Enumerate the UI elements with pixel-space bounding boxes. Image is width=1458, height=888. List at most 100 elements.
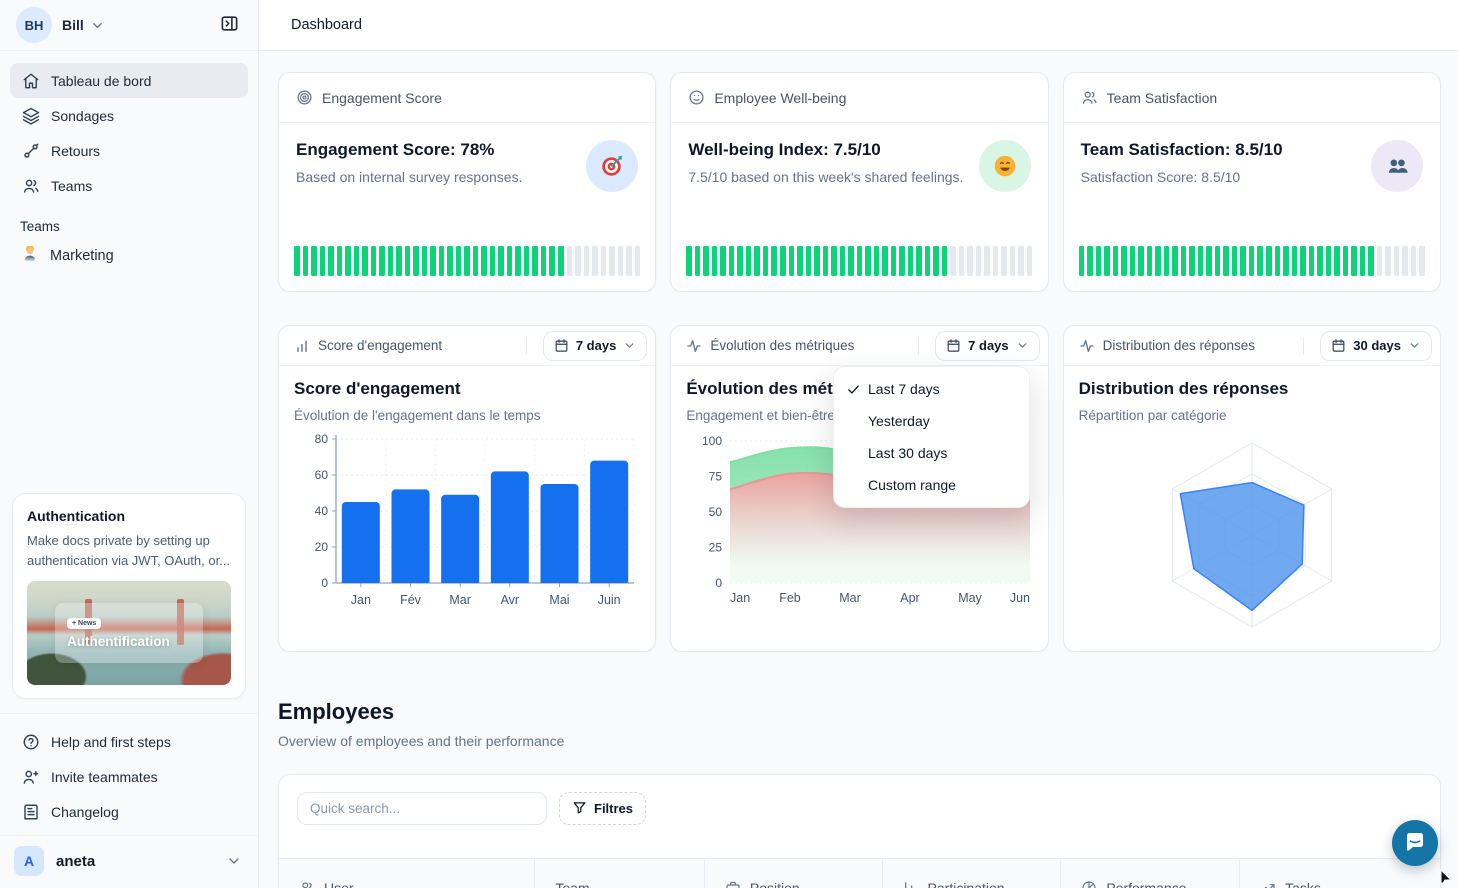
home-icon — [22, 72, 40, 90]
help-circle-icon — [22, 733, 40, 751]
chart-column-icon — [903, 880, 919, 888]
users-icon — [299, 880, 315, 888]
svg-text:25: 25 — [709, 541, 723, 555]
mouse-cursor — [1440, 866, 1456, 888]
card-header: Distribution des réponses 30 days — [1063, 326, 1440, 366]
column-header-participation[interactable]: Participation — [881, 859, 1061, 888]
menu-item-last-7-days[interactable]: Last 7 days — [834, 373, 1029, 405]
bar-chart-icon — [294, 338, 310, 354]
menu-item-label: Custom range — [868, 477, 956, 493]
avatar: BH — [16, 7, 52, 43]
column-header-performance[interactable]: Performance — [1060, 859, 1239, 888]
menu-item-last-30-days[interactable]: Last 30 days — [834, 437, 1029, 469]
svg-text:20: 20 — [315, 540, 329, 554]
wellbeing-card: Employee Well-being Well-being Index: 7.… — [670, 72, 1049, 292]
filters-label: Filtres — [594, 801, 634, 816]
sidebar-item-label: Changelog — [51, 803, 119, 820]
column-label: Performance — [1106, 880, 1187, 888]
sidebar-item-help[interactable]: Help and first steps — [10, 724, 248, 759]
svg-text:Jan: Jan — [351, 593, 371, 607]
card-header-label: Score d'engagement — [318, 338, 443, 353]
progress-bar — [294, 246, 641, 276]
sidebar-item-invite[interactable]: Invite teammates — [10, 759, 248, 794]
column-header-user[interactable]: User — [279, 859, 534, 888]
card-body: Team Satisfaction: 8.5/10 Satisfaction S… — [1064, 123, 1440, 192]
stat-subtitle: 7.5/10 based on this week's shared feeli… — [688, 169, 964, 185]
chat-launcher-button[interactable] — [1392, 820, 1438, 866]
card-body: Engagement Score: 78% Based on internal … — [279, 123, 655, 192]
svg-text:75: 75 — [709, 470, 723, 484]
sidebar-item-retours[interactable]: Retours — [10, 133, 248, 168]
filters-button[interactable]: Filtres — [559, 792, 647, 825]
sidebar-item-teams[interactable]: Teams — [10, 168, 248, 203]
distribution-chart-card: Distribution des réponses 30 days — [1062, 325, 1441, 652]
card-body: Score d'engagement Évolution de l'engage… — [279, 366, 655, 611]
newspaper-icon — [22, 803, 40, 821]
date-range-button[interactable]: 7 days — [935, 330, 1040, 361]
employees-table-card: Filtres User Team — [278, 774, 1441, 888]
card-header-label: Employee Well-being — [714, 89, 847, 106]
calendar-icon — [1331, 338, 1346, 353]
column-label: Team — [555, 880, 590, 888]
sidebar-item-label: Teams — [51, 177, 93, 194]
auth-image-title: Authentification — [67, 634, 170, 649]
chevron-down-icon — [226, 853, 242, 869]
table-toolbar: Filtres — [279, 775, 1440, 825]
menu-item-label: Last 30 days — [868, 445, 948, 461]
users-icon — [22, 177, 40, 195]
stat-subtitle: Based on internal survey responses. — [296, 169, 523, 185]
date-range-button[interactable]: 30 days — [1320, 330, 1432, 361]
card-body: Well-being Index: 7.5/10 7.5/10 based on… — [671, 123, 1047, 192]
sidebar-collapse-button[interactable] — [214, 10, 244, 40]
sidebar-item-marketing[interactable]: Marketing — [0, 238, 258, 274]
svg-text:Mai: Mai — [549, 593, 569, 607]
menu-item-label: Last 7 days — [868, 381, 940, 397]
workspace-switcher[interactable]: A aneta — [0, 835, 258, 888]
auth-promo-card[interactable]: Authentication Make docs private by sett… — [12, 493, 246, 699]
menu-item-custom-range[interactable]: Custom range — [834, 469, 1029, 501]
sidebar: BH Bill Tableau de bord — [0, 0, 259, 888]
target-icon — [296, 89, 313, 106]
svg-text:May: May — [959, 591, 983, 605]
pie-chart-icon — [1081, 880, 1097, 888]
content: Engagement Score Engagement Score: 78% B… — [259, 51, 1458, 888]
divider — [1303, 336, 1305, 355]
sidebar-footer: Help and first steps Invite teammates Ch… — [0, 713, 258, 835]
sidebar-header: BH Bill — [0, 0, 258, 51]
card-header: Team Satisfaction — [1063, 73, 1440, 123]
chevron-down-icon[interactable] — [90, 18, 105, 33]
panel-collapse-icon — [220, 14, 239, 36]
employees-section: Employees Overview of employees and thei… — [278, 699, 1441, 749]
column-label: Tasks — [1285, 880, 1321, 888]
calendar-icon — [946, 338, 961, 353]
svg-text:0: 0 — [716, 576, 723, 590]
menu-item-yesterday[interactable]: Yesterday — [834, 405, 1029, 437]
column-label: Position — [749, 880, 800, 888]
card-header-label: Team Satisfaction — [1106, 89, 1218, 106]
target-emoji — [586, 140, 639, 192]
engagement-chart-card: Score d'engagement 7 days — [278, 325, 657, 652]
column-header-team[interactable]: Team — [534, 859, 704, 888]
calendar-icon — [554, 338, 569, 353]
date-range-button[interactable]: 7 days — [542, 330, 648, 361]
sidebar-item-changelog[interactable]: Changelog — [10, 794, 248, 829]
menu-item-label: Yesterday — [868, 413, 930, 429]
svg-text:Apr: Apr — [901, 591, 920, 605]
svg-text:40: 40 — [315, 504, 329, 518]
svg-text:80: 80 — [315, 432, 329, 446]
chevron-down-icon — [623, 339, 636, 352]
news-badge: + News — [67, 618, 102, 629]
employees-subtitle: Overview of employees and their performa… — [278, 733, 565, 749]
user-name: Bill — [62, 17, 84, 33]
user-plus-icon — [22, 768, 40, 786]
svg-text:Juin: Juin — [598, 593, 621, 607]
sidebar-item-sondages[interactable]: Sondages — [10, 98, 248, 133]
column-header-tasks[interactable]: Tasks — [1239, 859, 1440, 888]
date-range-label: 7 days — [575, 338, 617, 353]
sidebar-item-tableau-de-bord[interactable]: Tableau de bord — [10, 63, 248, 98]
search-input[interactable] — [297, 792, 547, 825]
trending-up-icon — [1260, 880, 1276, 888]
card-header: Employee Well-being — [671, 73, 1048, 123]
column-header-position[interactable]: Position — [703, 859, 882, 888]
